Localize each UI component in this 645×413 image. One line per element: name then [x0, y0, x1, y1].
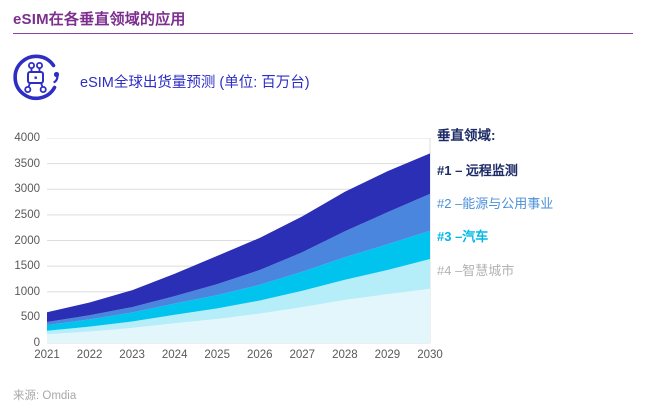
legend-item-automotive: #3 –汽车	[437, 229, 489, 244]
x-tick-label: 2030	[417, 349, 443, 361]
chart-subtitle: eSIM全球出货量预测 (单位: 百万台)	[80, 75, 310, 91]
x-tick-label: 2025	[204, 349, 230, 361]
y-tick-label: 2500	[14, 208, 40, 221]
y-tick-label: 3000	[14, 183, 40, 196]
chart-legend: 垂直领域: #1 – 远程监测 #2 –能源与公用事业 #3 –汽车 #4 –智…	[437, 124, 637, 278]
y-tick-label: 4000	[14, 132, 40, 144]
x-tick-label: 2024	[161, 349, 188, 361]
x-tick-label: 2021	[34, 349, 60, 361]
iot-network-icon	[10, 52, 62, 104]
source-note: 来源: Omdia	[13, 390, 77, 402]
y-tick-label: 0	[33, 337, 40, 349]
x-tick-label: 2028	[332, 349, 358, 361]
y-tick-label: 2000	[14, 234, 40, 247]
y-tick-label: 500	[20, 311, 40, 324]
legend-title: 垂直领域:	[437, 128, 496, 143]
area-band	[47, 288, 430, 343]
y-tick-label: 3500	[14, 157, 40, 170]
page-title: eSIM在各垂直领域的应用	[13, 11, 186, 28]
title-underline	[13, 33, 633, 34]
area-band	[47, 230, 430, 331]
legend-item-energy-utilities: #2 –能源与公用事业	[437, 196, 554, 211]
legend-item-remote-monitoring: #1 – 远程监测	[437, 163, 518, 178]
x-tick-label: 2029	[374, 349, 401, 361]
x-tick-label: 2026	[247, 349, 273, 361]
stacked-area-chart	[47, 138, 431, 344]
y-tick-label: 1500	[14, 260, 40, 273]
x-tick-label: 2023	[119, 349, 145, 361]
x-tick-label: 2027	[289, 349, 316, 361]
area-band	[47, 153, 430, 322]
y-tick-label: 1000	[14, 285, 40, 298]
area-band	[47, 259, 430, 335]
x-tick-label: 2022	[76, 349, 103, 361]
legend-item-smart-cities: #4 –智慧城市	[437, 263, 515, 278]
